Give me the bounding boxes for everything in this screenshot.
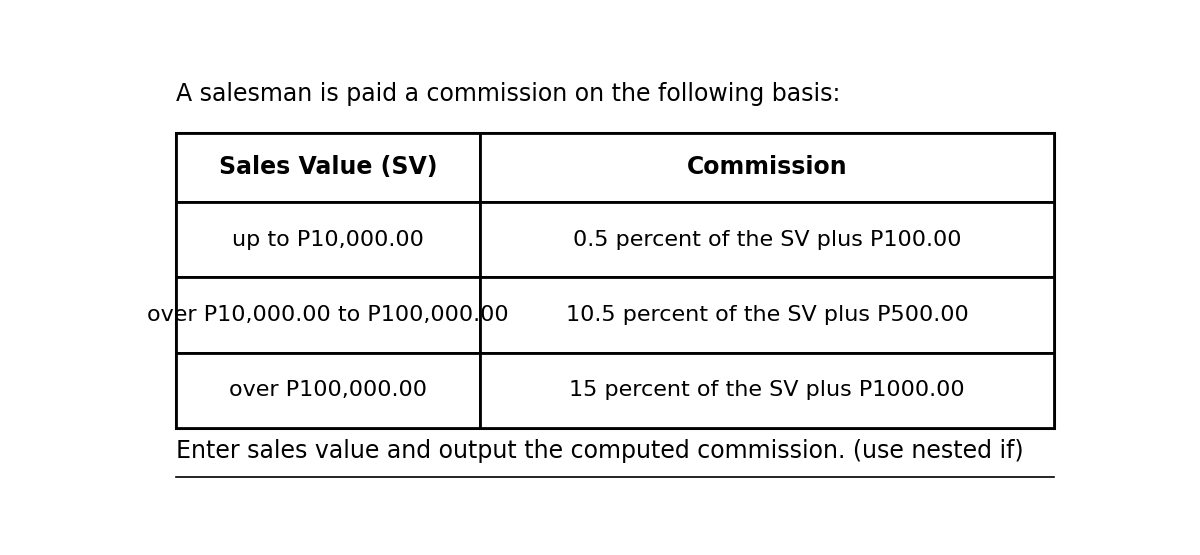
Text: A salesman is paid a commission on the following basis:: A salesman is paid a commission on the f… — [176, 82, 840, 107]
Text: up to P10,000.00: up to P10,000.00 — [232, 230, 424, 250]
Text: over P10,000.00 to P100,000.00: over P10,000.00 to P100,000.00 — [148, 305, 509, 325]
Bar — [176, 278, 480, 352]
Text: Enter sales value and output the computed commission. (use nested if): Enter sales value and output the compute… — [176, 439, 1024, 463]
Bar — [176, 202, 480, 278]
Text: 15 percent of the SV plus P1000.00: 15 percent of the SV plus P1000.00 — [569, 380, 965, 400]
Bar — [480, 278, 1054, 352]
Text: Sales Value (SV): Sales Value (SV) — [218, 155, 437, 179]
Text: 10.5 percent of the SV plus P500.00: 10.5 percent of the SV plus P500.00 — [565, 305, 968, 325]
Bar — [480, 202, 1054, 278]
Bar — [176, 133, 480, 202]
Bar — [480, 133, 1054, 202]
Text: over P100,000.00: over P100,000.00 — [229, 380, 427, 400]
Bar — [176, 352, 480, 428]
Text: 0.5 percent of the SV plus P100.00: 0.5 percent of the SV plus P100.00 — [572, 230, 961, 250]
Bar — [176, 133, 1054, 428]
Text: Commission: Commission — [686, 155, 847, 179]
Bar — [480, 352, 1054, 428]
